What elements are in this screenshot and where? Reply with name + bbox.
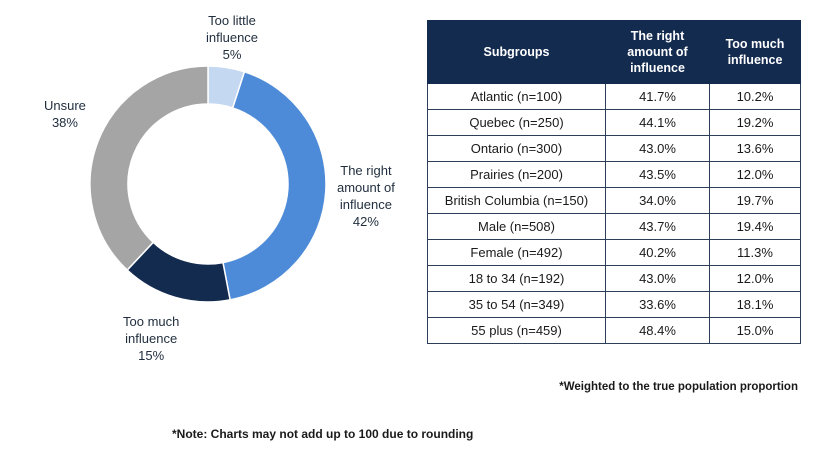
slice-label-too-little: Too little influence 5%	[206, 12, 258, 63]
table-row: Prairies (n=200) 43.5% 12.0%	[427, 161, 801, 188]
table-row: Atlantic (n=100) 41.7% 10.2%	[427, 83, 801, 110]
subgroup-cell: 18 to 34 (n=192)	[427, 265, 606, 292]
slice-label-line: The right	[340, 163, 392, 178]
right-amount-cell: 43.0%	[605, 135, 710, 162]
slice-label-right-amount: The right amount of influence 42%	[337, 162, 395, 230]
right-amount-cell: 48.4%	[605, 317, 710, 344]
slice-label-line: Unsure	[44, 98, 86, 113]
donut-slice-right-amount	[222, 70, 327, 301]
too-much-cell: 19.7%	[709, 187, 801, 214]
col-header-right-amount: The right amount of influence	[605, 20, 710, 84]
subgroup-cell: Ontario (n=300)	[427, 135, 606, 162]
table-row: 55 plus (n=459) 48.4% 15.0%	[427, 317, 801, 344]
slice-label-line: amount of	[337, 180, 395, 195]
table-body: Atlantic (n=100) 41.7% 10.2% Quebec (n=250)…	[427, 83, 801, 344]
weighted-note: *Weighted to the true population proport…	[559, 381, 798, 393]
slice-label-line: Too much	[123, 314, 180, 329]
slice-label-too-much: Too much influence 15%	[123, 313, 179, 364]
slice-label-line: Too little	[208, 13, 256, 28]
subgroup-cell: Male (n=508)	[427, 213, 606, 240]
table-row: 35 to 54 (n=349) 33.6% 18.1%	[427, 291, 801, 318]
slice-pct: 42%	[352, 214, 379, 229]
slice-pct: 15%	[138, 348, 165, 363]
slice-label-line: influence	[125, 331, 178, 346]
right-amount-cell: 43.0%	[605, 265, 710, 292]
right-amount-cell: 44.1%	[605, 109, 710, 136]
table-row: British Columbia (n=150) 34.0% 19.7%	[427, 187, 801, 214]
too-much-cell: 19.4%	[709, 213, 801, 240]
slice-pct: 38%	[51, 115, 78, 130]
subgroup-cell: Prairies (n=200)	[427, 161, 606, 188]
subgroup-cell: Female (n=492)	[427, 239, 606, 266]
table-row: Quebec (n=250) 44.1% 19.2%	[427, 109, 801, 136]
table-row: 18 to 34 (n=192) 43.0% 12.0%	[427, 265, 801, 292]
table-row: Female (n=492) 40.2% 11.3%	[427, 239, 801, 266]
col-header-too-much: Too much influence	[709, 20, 801, 84]
too-much-cell: 15.0%	[709, 317, 801, 344]
too-much-cell: 12.0%	[709, 265, 801, 292]
right-amount-cell: 34.0%	[605, 187, 710, 214]
donut-slice-unsure	[89, 65, 209, 272]
subgroup-table: Subgroups The right amount of influence …	[427, 20, 801, 344]
right-amount-cell: 43.5%	[605, 161, 710, 188]
too-much-cell: 10.2%	[709, 83, 801, 110]
rounding-note: *Note: Charts may not add up to 100 due …	[172, 427, 474, 441]
col-header-subgroups: Subgroups	[427, 20, 606, 84]
subgroup-cell: 35 to 54 (n=349)	[427, 291, 606, 318]
subgroup-cell: Quebec (n=250)	[427, 109, 606, 136]
too-much-cell: 18.1%	[709, 291, 801, 318]
subgroup-cell: 55 plus (n=459)	[427, 317, 606, 344]
too-much-cell: 12.0%	[709, 161, 801, 188]
slice-label-unsure: Unsure 38%	[44, 97, 86, 131]
right-amount-cell: 33.6%	[605, 291, 710, 318]
right-amount-cell: 43.7%	[605, 213, 710, 240]
table-header-row: Subgroups The right amount of influence …	[427, 20, 801, 84]
too-much-cell: 19.2%	[709, 109, 801, 136]
right-amount-cell: 41.7%	[605, 83, 710, 110]
right-amount-cell: 40.2%	[605, 239, 710, 266]
donut-chart	[89, 65, 327, 303]
too-much-cell: 11.3%	[709, 239, 801, 266]
too-much-cell: 13.6%	[709, 135, 801, 162]
subgroup-cell: Atlantic (n=100)	[427, 83, 606, 110]
subgroup-cell: British Columbia (n=150)	[427, 187, 606, 214]
slice-label-line: influence	[339, 197, 392, 212]
table-row: Ontario (n=300) 43.0% 13.6%	[427, 135, 801, 162]
slice-label-line: influence	[206, 30, 259, 45]
slice-pct: 5%	[222, 47, 242, 62]
table-row: Male (n=508) 43.7% 19.4%	[427, 213, 801, 240]
